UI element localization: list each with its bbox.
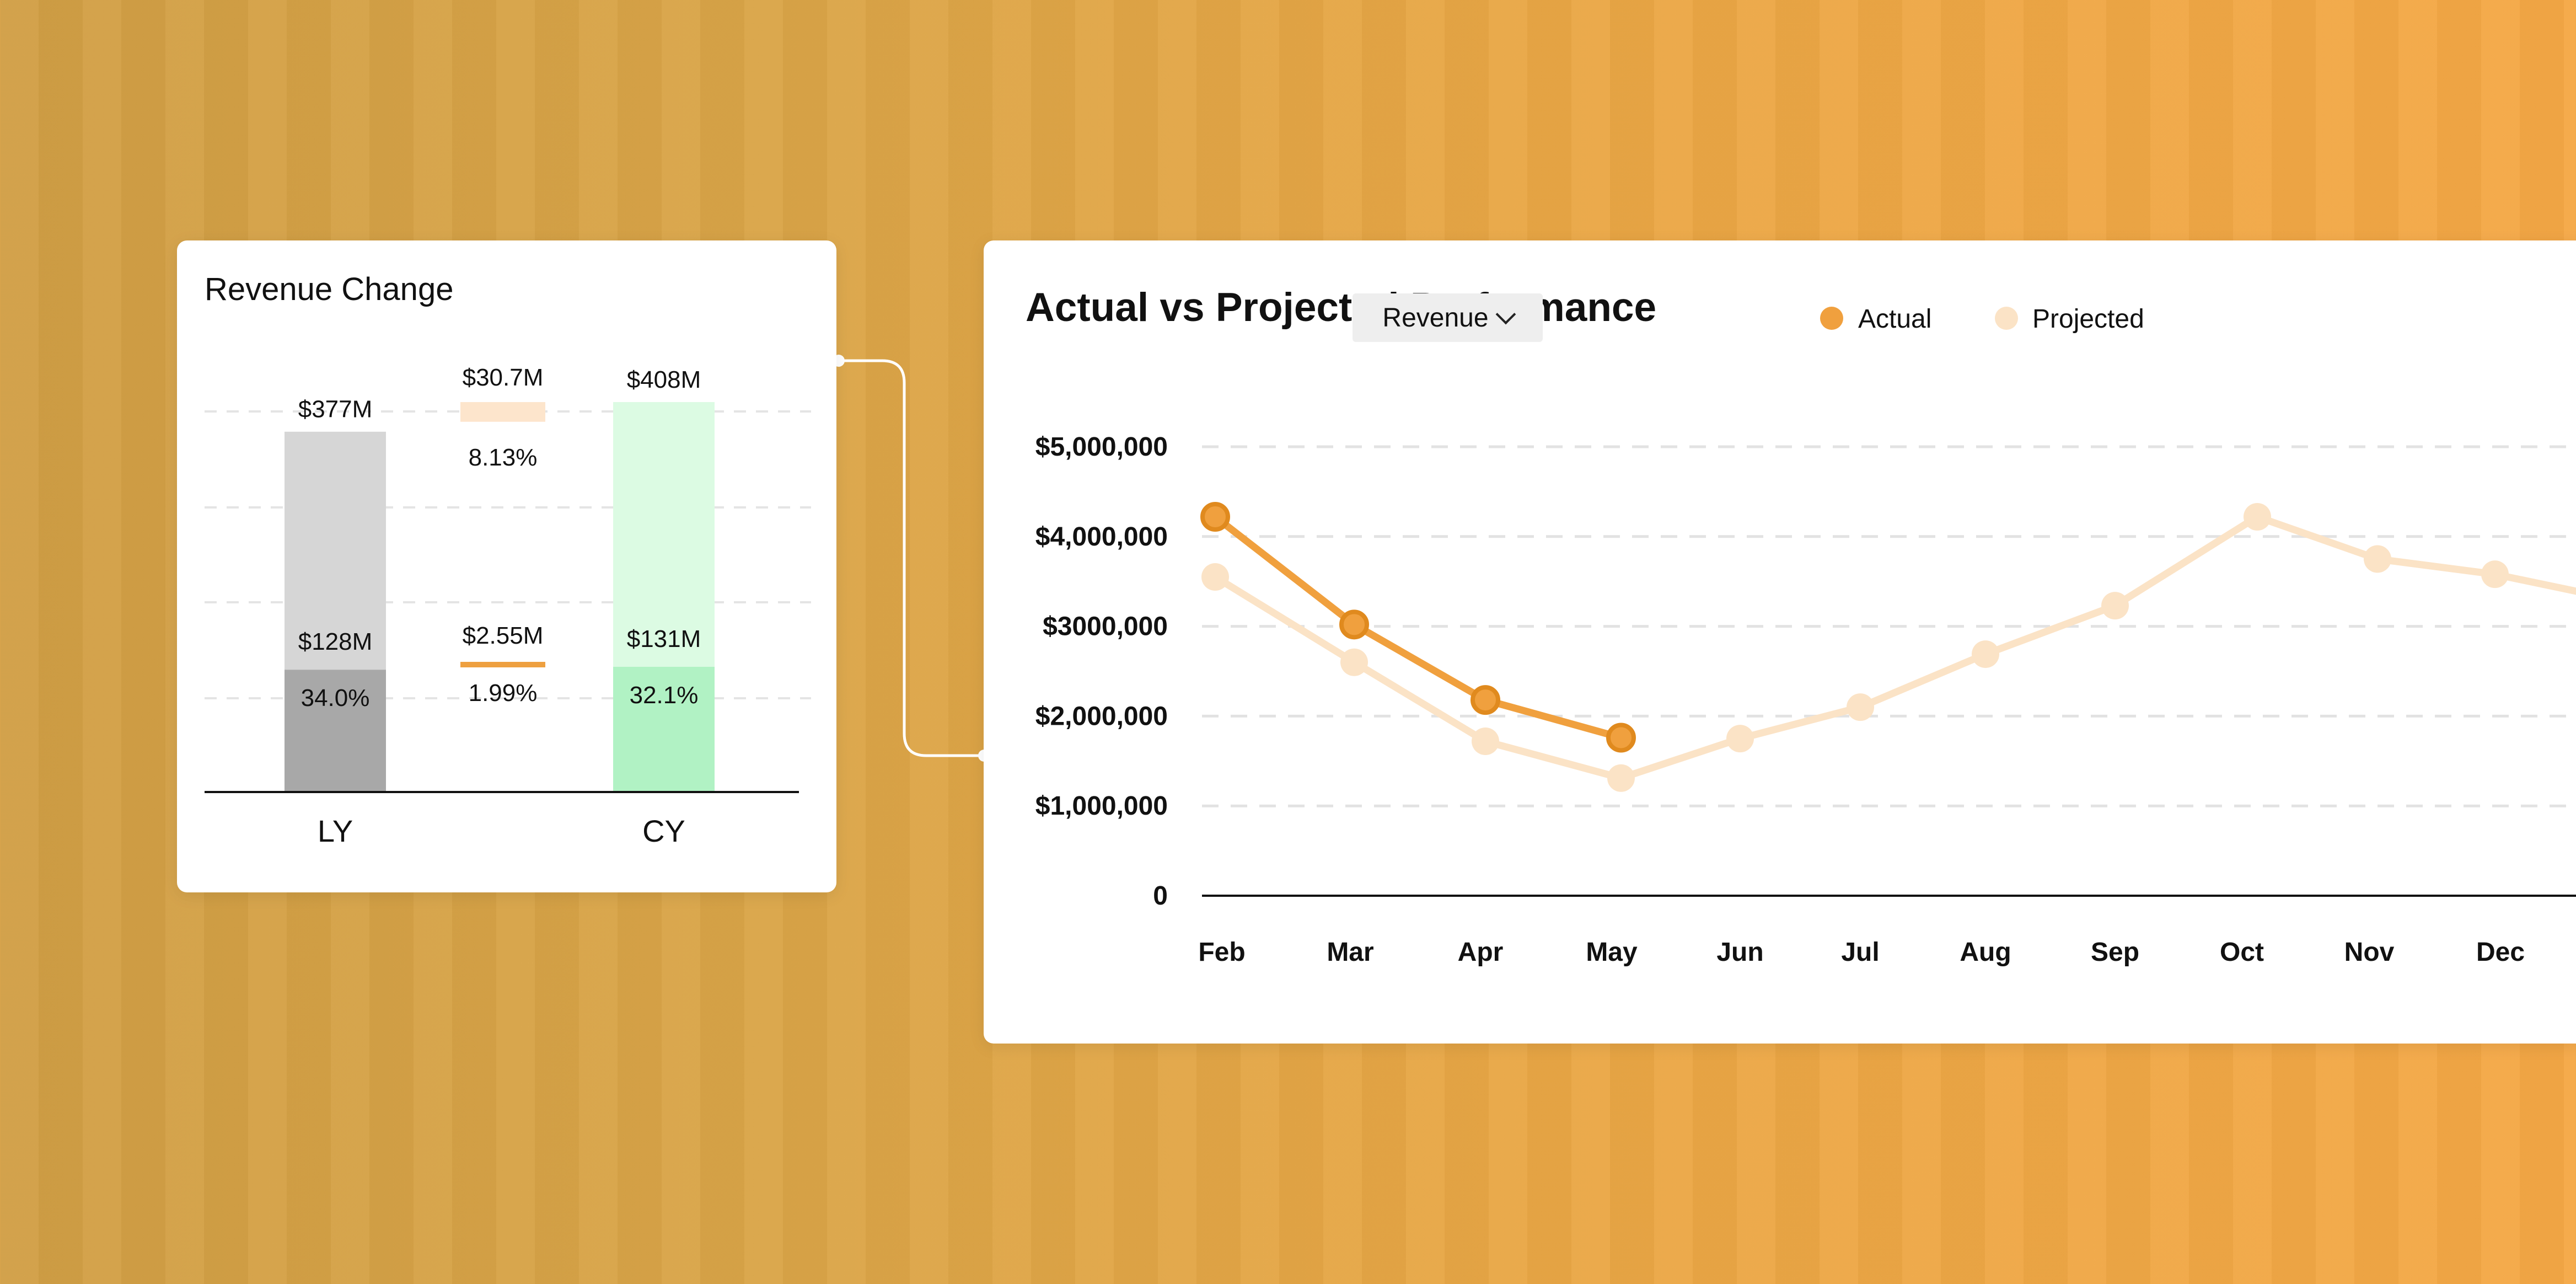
bar-total-cy bbox=[613, 402, 715, 667]
actual-line bbox=[1213, 513, 1622, 741]
x-tick-label: May bbox=[1586, 938, 1638, 967]
metric-dropdown[interactable]: Revenue bbox=[1353, 293, 1543, 342]
projected-point bbox=[1201, 563, 1229, 591]
x-tick-label: Apr bbox=[1458, 938, 1504, 967]
change-segment-pct: 1.99% bbox=[469, 680, 538, 707]
change-total-label: $30.7M bbox=[463, 364, 544, 391]
projected-point bbox=[1472, 727, 1499, 755]
projected-point bbox=[1607, 764, 1635, 792]
x-tick-label: Oct bbox=[2220, 938, 2264, 967]
y-tick-label: $3000,000 bbox=[1043, 612, 1168, 641]
projected-point bbox=[2101, 592, 2129, 620]
actual-point bbox=[1606, 723, 1636, 753]
x-tick-label: Jun bbox=[1716, 938, 1763, 967]
legend-projected-label: Projected bbox=[2032, 304, 2144, 334]
projected-point bbox=[1340, 648, 1368, 676]
bar-segment-cy bbox=[613, 666, 715, 792]
category-label-ly: LY bbox=[318, 814, 353, 848]
performance-title: Actual vs Projected Performance bbox=[1026, 285, 1656, 330]
projected-point bbox=[2364, 545, 2391, 573]
change-segment-label: $2.55M bbox=[463, 622, 544, 649]
total-label: $377M bbox=[298, 396, 373, 423]
x-tick-label: Feb bbox=[1198, 938, 1245, 967]
projected-point bbox=[1972, 640, 1999, 668]
x-tick-label: Nov bbox=[2344, 938, 2395, 967]
actual-point bbox=[1200, 501, 1230, 532]
performance-chart: Actual vs Projected Performance Actual P… bbox=[1026, 285, 2576, 967]
total-label: $408M bbox=[627, 366, 701, 393]
actual-point bbox=[1339, 609, 1369, 640]
projected-point bbox=[1847, 693, 1874, 721]
connector-line bbox=[838, 359, 985, 757]
x-tick-label: Jul bbox=[1841, 938, 1879, 967]
chevron-down-icon bbox=[1495, 304, 1516, 325]
grid: $5,000,000 $4,000,000 $3000,000 $2,000,000 $… bbox=[1035, 432, 2576, 967]
bar-total-ly bbox=[285, 431, 386, 670]
x-tick-label: Sep bbox=[2091, 938, 2139, 967]
actual-point bbox=[1471, 685, 1500, 715]
segment-pct-label: 32.1% bbox=[630, 682, 699, 709]
change-total-pct: 8.13% bbox=[469, 444, 538, 471]
change-segment-bar bbox=[460, 661, 545, 667]
y-tick-label: $5,000,000 bbox=[1035, 432, 1168, 462]
revenue-change-card: Revenue Change $377M $128M 34.0% $408M $131M… bbox=[177, 240, 836, 892]
change-total-box bbox=[460, 402, 545, 422]
legend-projected-marker bbox=[1995, 307, 2018, 330]
legend-actual-marker bbox=[1820, 307, 1843, 330]
projected-point bbox=[2481, 560, 2509, 588]
segment-label: $131M bbox=[627, 625, 701, 652]
segment-pct-label: 34.0% bbox=[301, 684, 370, 711]
x-tick-label: Aug bbox=[1960, 938, 2011, 967]
x-tick-label: Mar bbox=[1327, 938, 1373, 967]
bars: $377M $128M 34.0% $408M $131M 32.1% $30.7M 8.13… bbox=[285, 364, 715, 792]
projected-point bbox=[1726, 725, 1754, 753]
y-tick-label: $2,000,000 bbox=[1035, 702, 1168, 731]
series bbox=[1200, 501, 2576, 792]
projected-line bbox=[1213, 513, 2576, 782]
projected-point bbox=[2244, 502, 2271, 531]
revenue-change-chart: Revenue Change $377M $128M 34.0% $408M $131M… bbox=[205, 271, 811, 848]
y-tick-label: $1,000,000 bbox=[1035, 791, 1168, 821]
performance-card: Actual vs Projected Performance Actual P… bbox=[984, 240, 2576, 1044]
segment-label: $128M bbox=[298, 628, 373, 655]
category-label-cy: CY bbox=[642, 814, 685, 848]
metric-dropdown-label: Revenue bbox=[1382, 303, 1489, 333]
legend-actual-label: Actual bbox=[1858, 304, 1931, 334]
bar-segment-ly bbox=[285, 670, 386, 792]
x-tick-label: Dec bbox=[2476, 938, 2525, 967]
revenue-change-title: Revenue Change bbox=[205, 271, 453, 307]
y-tick-label: 0 bbox=[1153, 881, 1168, 911]
y-tick-label: $4,000,000 bbox=[1035, 522, 1168, 552]
